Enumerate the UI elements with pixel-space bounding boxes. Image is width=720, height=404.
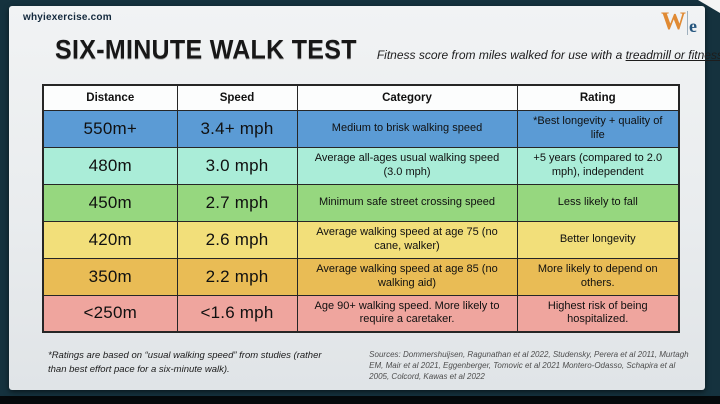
page-title: SIX-MINUTE WALK TEST xyxy=(55,34,357,65)
page-subtitle: Fitness score from miles walked for use … xyxy=(377,48,720,62)
speed-cell: 3.0 mph xyxy=(176,146,298,185)
category-cell: Age 90+ walking speed. More likely to re… xyxy=(296,294,518,333)
rating-cell: *Best longevity + quality of life xyxy=(516,109,680,148)
col-header-rating: Rating xyxy=(516,84,680,111)
distance-cell: 480m xyxy=(42,146,178,185)
table-row: 420m 2.6 mph Average walking speed at ag… xyxy=(42,220,680,259)
table-row: 480m 3.0 mph Average all-ages usual walk… xyxy=(42,146,680,185)
subtitle-text: Fitness score from miles walked for use … xyxy=(376,48,626,62)
col-header-speed: Speed xyxy=(176,84,298,111)
category-cell: Average all-ages usual walking speed (3.… xyxy=(296,146,518,185)
speed-cell: <1.6 mph xyxy=(176,294,298,333)
table-row: <250m <1.6 mph Age 90+ walking speed. Mo… xyxy=(42,294,680,333)
footer: *Ratings are based on “usual walking spe… xyxy=(48,349,693,383)
distance-cell: 420m xyxy=(42,220,178,259)
bottom-frame-strip xyxy=(0,396,720,404)
rating-cell: Better longevity xyxy=(516,220,680,259)
speed-cell: 2.6 mph xyxy=(176,220,298,259)
category-cell: Average walking speed at age 85 (no walk… xyxy=(296,257,518,296)
site-link[interactable]: whyiexercise.com xyxy=(23,12,112,23)
table-header-row: Distance Speed Category Rating xyxy=(42,84,680,111)
category-cell: Medium to brisk walking speed xyxy=(296,109,518,148)
table-row: 450m 2.7 mph Minimum safe street crossin… xyxy=(42,183,680,222)
rating-cell: More likely to depend on others. xyxy=(516,257,680,296)
rating-cell: Less likely to fall xyxy=(516,183,680,222)
logo-divider xyxy=(687,11,688,35)
rating-cell: Highest risk of being hospitalized. xyxy=(516,294,680,333)
site-logo: W e xyxy=(661,9,697,35)
table-row: 550m+ 3.4+ mph Medium to brisk walking s… xyxy=(42,109,680,148)
header: SIX-MINUTE WALK TEST Fitness score from … xyxy=(55,34,720,66)
speed-cell: 2.2 mph xyxy=(176,257,298,296)
walk-test-table: Distance Speed Category Rating 550m+ 3.4… xyxy=(42,84,680,333)
speed-cell: 2.7 mph xyxy=(176,183,298,222)
category-cell: Average walking speed at age 75 (no cane… xyxy=(296,220,518,259)
col-header-category: Category xyxy=(296,84,518,111)
subtitle-link[interactable]: treadmill or fitness watch xyxy=(625,48,720,62)
speed-cell: 3.4+ mph xyxy=(176,109,298,148)
col-header-distance: Distance xyxy=(42,84,178,111)
distance-cell: 550m+ xyxy=(42,109,178,148)
table-row: 350m 2.2 mph Average walking speed at ag… xyxy=(42,257,680,296)
logo-w: W xyxy=(661,8,686,35)
infographic-card: whyiexercise.com W e SIX-MINUTE WALK TES… xyxy=(9,6,720,390)
ratings-footnote: *Ratings are based on “usual walking spe… xyxy=(48,350,322,376)
logo-e: e xyxy=(689,16,697,36)
category-cell: Minimum safe street crossing speed xyxy=(296,183,518,222)
sources-text: Sources: Dommershuijsen, Ragunathan et a… xyxy=(369,350,689,382)
rating-cell: +5 years (compared to 2.0 mph), independ… xyxy=(516,146,680,185)
distance-cell: <250m xyxy=(42,294,178,333)
distance-cell: 450m xyxy=(42,183,178,222)
distance-cell: 350m xyxy=(42,257,178,296)
